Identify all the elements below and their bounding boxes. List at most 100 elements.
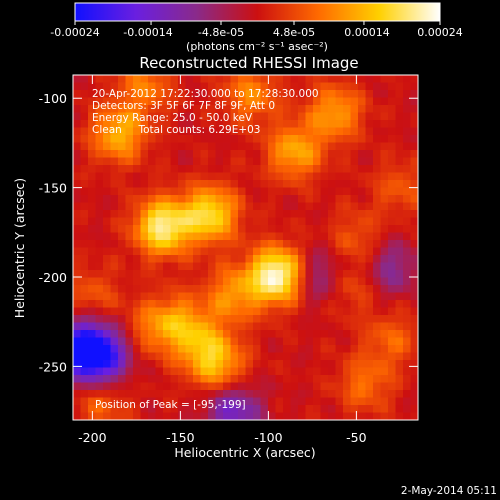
heatmap-cell	[95, 232, 104, 241]
heatmap-cell	[230, 172, 239, 181]
heatmap-cell	[373, 315, 382, 324]
heatmap-cell	[283, 210, 292, 219]
heatmap-cell	[200, 382, 209, 391]
heatmap-cell	[290, 405, 299, 414]
heatmap-cell	[335, 270, 344, 279]
heatmap-cell	[200, 255, 209, 264]
heatmap-cell	[328, 345, 337, 354]
heatmap-cell	[283, 97, 292, 106]
heatmap-cell	[305, 90, 314, 99]
heatmap-cell	[373, 285, 382, 294]
heatmap-cell	[283, 90, 292, 99]
heatmap-cell	[373, 225, 382, 234]
heatmap-cell	[388, 157, 397, 166]
heatmap-cell	[298, 97, 307, 106]
heatmap-cell	[268, 337, 277, 346]
heatmap-cell	[185, 195, 194, 204]
heatmap-cell	[110, 300, 119, 309]
heatmap-cell	[238, 262, 247, 271]
heatmap-cell	[343, 315, 352, 324]
heatmap-cell	[380, 292, 389, 301]
heatmap-cell	[185, 405, 194, 414]
heatmap-cell	[230, 292, 239, 301]
heatmap-cell	[118, 150, 127, 159]
heatmap-cell	[313, 300, 322, 309]
heatmap-cell	[125, 277, 134, 286]
heatmap-cell	[305, 210, 314, 219]
heatmap-cell	[328, 217, 337, 226]
heatmap-cell	[193, 105, 202, 114]
heatmap-cell	[110, 97, 119, 106]
heatmap-cell	[200, 150, 209, 159]
heatmap-cell	[253, 75, 262, 84]
heatmap-cell	[185, 112, 194, 121]
heatmap-cell	[343, 307, 352, 316]
heatmap-cell	[253, 270, 262, 279]
heatmap-cell	[148, 225, 157, 234]
heatmap-cell	[373, 405, 382, 414]
heatmap-cell	[380, 397, 389, 406]
heatmap-cell	[275, 360, 284, 369]
heatmap-cell	[328, 157, 337, 166]
heatmap-cell	[313, 262, 322, 271]
heatmap-cell	[283, 315, 292, 324]
heatmap-cell	[253, 352, 262, 361]
heatmap-cell	[200, 352, 209, 361]
heatmap-cell	[140, 345, 149, 354]
heatmap-cell	[245, 112, 254, 121]
heatmap-cell	[358, 135, 367, 144]
heatmap-cell	[298, 300, 307, 309]
heatmap-cell	[290, 127, 299, 136]
heatmap-cell	[358, 150, 367, 159]
heatmap-cell	[328, 270, 337, 279]
heatmap-cell	[365, 300, 374, 309]
heatmap-cell	[125, 285, 134, 294]
heatmap-cell	[350, 315, 359, 324]
heatmap-cell	[88, 330, 97, 339]
heatmap-cell	[155, 120, 164, 129]
heatmap-cell	[313, 345, 322, 354]
heatmap-cell	[215, 412, 224, 420]
heatmap-cell	[298, 360, 307, 369]
heatmap-cell	[403, 382, 412, 391]
heatmap-cell	[328, 135, 337, 144]
heatmap-cell	[155, 90, 164, 99]
heatmap-cell	[133, 397, 142, 406]
heatmap-cell	[118, 292, 127, 301]
heatmap-cell	[155, 240, 164, 249]
heatmap-cell	[208, 345, 217, 354]
heatmap-cell	[350, 390, 359, 399]
heatmap-cell	[358, 352, 367, 361]
heatmap-cell	[110, 112, 119, 121]
heatmap-cell	[230, 232, 239, 241]
heatmap-cell	[358, 405, 367, 414]
heatmap-cell	[290, 135, 299, 144]
heatmap-cell	[283, 262, 292, 271]
heatmap-cell	[230, 210, 239, 219]
heatmap-cell	[305, 97, 314, 106]
heatmap-cell	[95, 135, 104, 144]
heatmap-cell	[95, 90, 104, 99]
heatmap-cell	[103, 75, 112, 84]
heatmap-cell	[253, 397, 262, 406]
heatmap-cell	[185, 202, 194, 211]
heatmap-cell	[133, 405, 142, 414]
heatmap-cell	[253, 315, 262, 324]
heatmap-cell	[365, 307, 374, 316]
heatmap-cell	[170, 375, 179, 384]
heatmap-cell	[140, 270, 149, 279]
heatmap-cell	[335, 240, 344, 249]
heatmap-cell	[253, 120, 262, 129]
heatmap-cell	[403, 217, 412, 226]
heatmap-cell	[373, 187, 382, 196]
heatmap-cell	[380, 315, 389, 324]
heatmap-cell	[215, 360, 224, 369]
heatmap-cell	[358, 120, 367, 129]
y-tick-label-0: -100	[39, 91, 67, 106]
heatmap-cell	[410, 180, 418, 189]
heatmap-cell	[215, 367, 224, 376]
heatmap-cell	[403, 240, 412, 249]
heatmap-cell	[103, 255, 112, 264]
heatmap-cell	[320, 405, 329, 414]
heatmap-cell	[148, 255, 157, 264]
